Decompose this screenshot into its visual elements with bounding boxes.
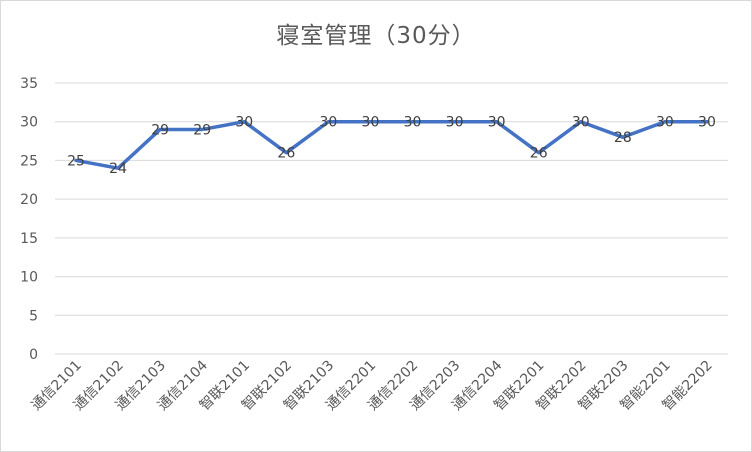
- data-label: 29: [151, 122, 169, 138]
- data-label: 29: [193, 122, 211, 138]
- data-point: [537, 151, 541, 155]
- data-label: 30: [488, 115, 506, 131]
- y-tick-label: 35: [20, 76, 38, 92]
- data-point: [621, 135, 625, 139]
- data-point: [453, 120, 457, 124]
- data-point: [284, 151, 288, 155]
- data-point: [411, 120, 415, 124]
- data-label: 30: [446, 115, 464, 131]
- data-point: [579, 120, 583, 124]
- data-point: [200, 127, 204, 131]
- data-point: [495, 120, 499, 124]
- data-label: 30: [656, 115, 674, 131]
- data-label: 28: [614, 130, 632, 146]
- data-point: [242, 120, 246, 124]
- y-tick-label: 0: [29, 347, 38, 363]
- data-label: 30: [404, 115, 422, 131]
- data-label: 26: [277, 146, 295, 162]
- y-tick-label: 15: [20, 231, 38, 247]
- data-label: 30: [572, 115, 590, 131]
- y-tick-label: 5: [29, 308, 38, 324]
- series-line: [74, 119, 709, 170]
- y-tick-label: 10: [20, 270, 38, 286]
- y-tick-label: 25: [20, 153, 38, 169]
- chart-title: 寝室管理（30分）: [276, 23, 476, 49]
- y-tick-label: 30: [20, 115, 38, 131]
- data-point: [326, 120, 330, 124]
- data-point: [705, 120, 709, 124]
- data-label: 30: [319, 115, 337, 131]
- data-label: 30: [235, 115, 253, 131]
- data-point: [663, 120, 667, 124]
- data-point: [116, 166, 120, 170]
- y-tick-label: 20: [20, 192, 38, 208]
- data-label: 24: [109, 161, 127, 177]
- data-label: 30: [362, 115, 380, 131]
- data-label: 26: [530, 146, 548, 162]
- data-point: [368, 120, 372, 124]
- data-label: 25: [67, 153, 85, 169]
- data-label: 30: [698, 115, 716, 131]
- data-point: [74, 158, 78, 162]
- data-point: [158, 127, 162, 131]
